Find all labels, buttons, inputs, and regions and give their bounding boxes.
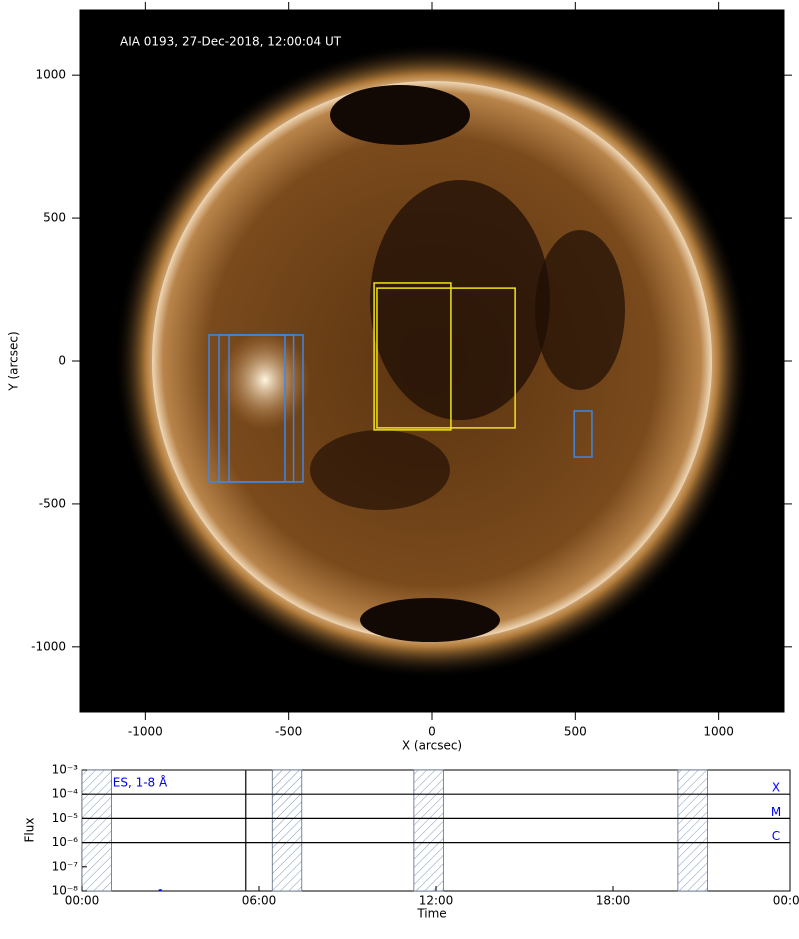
shaded-interval xyxy=(271,769,303,892)
x-tick-label: 18:00 xyxy=(596,894,631,908)
x-tick-label: 06:00 xyxy=(242,894,277,908)
x-axis-label: X (arcsec) xyxy=(402,739,462,753)
y-axis-label: Y (arcsec) xyxy=(7,331,21,391)
y-tick-label: 10⁻⁸ xyxy=(52,884,79,898)
y-tick-label: 10⁻³ xyxy=(52,763,79,777)
coronal-hole xyxy=(330,85,470,145)
image-title: AIA 0193, 27-Dec-2018, 12:00:04 UT xyxy=(120,35,342,49)
shaded-interval xyxy=(677,769,708,892)
y-tick-label: 0 xyxy=(58,354,66,368)
active-region xyxy=(220,330,310,430)
x-tick-label: 12:00 xyxy=(419,894,454,908)
x-tick-label: 0 xyxy=(428,725,436,739)
y-tick-label: 10⁻⁶ xyxy=(52,835,79,849)
sun-image xyxy=(114,43,750,679)
legend-entry: GOES, 1-8 Å xyxy=(94,775,168,790)
x-axis-label: Time xyxy=(416,907,446,921)
region-box xyxy=(373,282,452,431)
x-tick-label: 00:00 xyxy=(65,894,100,908)
region-box xyxy=(376,287,516,429)
coronal-hole xyxy=(370,180,550,420)
y-tick-label: -500 xyxy=(39,496,66,510)
flare-class-label: X xyxy=(772,781,780,795)
flare-class-label: C xyxy=(772,829,780,843)
coronal-hole xyxy=(360,598,500,642)
coronal-hole xyxy=(310,430,450,510)
y-tick-label: -1000 xyxy=(31,639,66,653)
coronal-hole xyxy=(535,230,625,390)
region-box xyxy=(573,410,593,458)
x-tick-label: -500 xyxy=(275,725,302,739)
x-tick-label: -1000 xyxy=(128,725,163,739)
flare-class-label: M xyxy=(771,805,781,819)
region-box xyxy=(228,334,286,483)
shaded-interval xyxy=(413,769,444,892)
y-tick-label: 10⁻⁵ xyxy=(52,811,79,825)
x-tick-label: 500 xyxy=(564,725,587,739)
y-tick-label: 10⁻⁴ xyxy=(52,787,79,801)
y-tick-label: 1000 xyxy=(35,68,66,82)
x-tick-label: 1000 xyxy=(703,725,734,739)
shaded-interval xyxy=(81,769,112,892)
y-tick-label: 500 xyxy=(43,211,66,225)
y-axis-label: Flux xyxy=(23,818,37,843)
x-tick-label: 00:00 xyxy=(773,894,799,908)
y-tick-label: 10⁻⁷ xyxy=(52,859,79,873)
